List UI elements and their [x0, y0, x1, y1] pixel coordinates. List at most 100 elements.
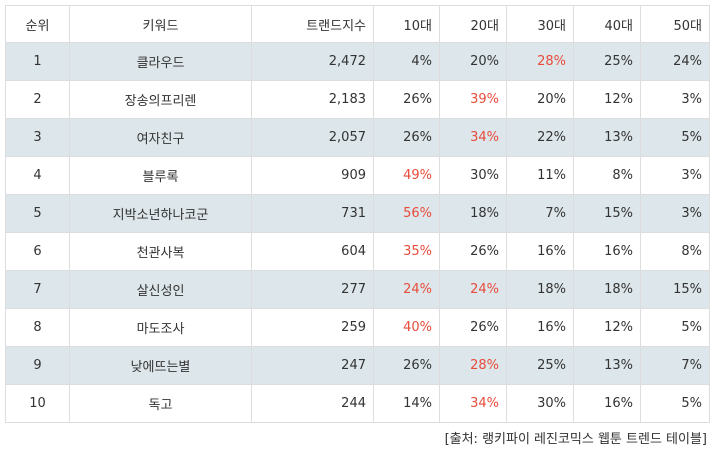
table-row: 10 독고 244 14% 34% 30% 16% 5% [5, 384, 710, 423]
age-30s-cell: 25% [506, 346, 574, 385]
table-row: 9 낮에뜨는별 247 26% 28% 25% 13% 7% [5, 346, 710, 385]
header-age-20s: 20대 [439, 5, 507, 43]
age-30s-cell: 28% [506, 42, 574, 81]
rank-cell: 9 [5, 346, 70, 385]
keyword-cell: 블루록 [69, 156, 252, 195]
age-40s-cell: 12% [573, 80, 641, 119]
trend-index-cell: 247 [251, 346, 374, 385]
age-30s-cell: 16% [506, 308, 574, 347]
age-50s-cell: 5% [640, 384, 710, 423]
keyword-cell: 클라우드 [69, 42, 252, 81]
age-40s-cell: 12% [573, 308, 641, 347]
header-age-10s: 10대 [373, 5, 440, 43]
trend-index-cell: 259 [251, 308, 374, 347]
age-20s-cell: 20% [439, 42, 507, 81]
age-50s-cell: 3% [640, 194, 710, 233]
trend-index-cell: 2,183 [251, 80, 374, 119]
age-20s-cell: 18% [439, 194, 507, 233]
rank-cell: 5 [5, 194, 70, 233]
age-20s-cell: 26% [439, 308, 507, 347]
table-row: 6 천관사복 604 35% 26% 16% 16% 8% [5, 232, 710, 271]
age-30s-cell: 11% [506, 156, 574, 195]
age-40s-cell: 18% [573, 270, 641, 309]
rank-cell: 1 [5, 42, 70, 81]
table-header-row: 순위 키워드 트랜드지수 10대 20대 30대 40대 50대 [5, 5, 710, 43]
age-10s-cell: 40% [373, 308, 440, 347]
age-20s-cell: 30% [439, 156, 507, 195]
source-caption: [출처: 랭키파이 레진코믹스 웹툰 트렌드 테이블] [444, 432, 707, 447]
age-20s-cell: 26% [439, 232, 507, 271]
rank-cell: 10 [5, 384, 70, 423]
age-50s-cell: 5% [640, 118, 710, 157]
trend-index-cell: 2,472 [251, 42, 374, 81]
age-10s-cell: 26% [373, 346, 440, 385]
rank-cell: 6 [5, 232, 70, 271]
keyword-cell: 독고 [69, 384, 252, 423]
age-20s-cell: 39% [439, 80, 507, 119]
age-20s-cell: 28% [439, 346, 507, 385]
header-keyword: 키워드 [69, 5, 252, 43]
keyword-cell: 천관사복 [69, 232, 252, 271]
table-row: 8 마도조사 259 40% 26% 16% 12% 5% [5, 308, 710, 347]
trend-index-cell: 277 [251, 270, 374, 309]
rank-cell: 4 [5, 156, 70, 195]
trend-index-cell: 244 [251, 384, 374, 423]
rank-cell: 2 [5, 80, 70, 119]
age-40s-cell: 13% [573, 118, 641, 157]
age-50s-cell: 24% [640, 42, 710, 81]
keyword-cell: 살신성인 [69, 270, 252, 309]
rank-cell: 8 [5, 308, 70, 347]
age-50s-cell: 3% [640, 156, 710, 195]
table-row: 5 지박소년하나코군 731 56% 18% 7% 15% 3% [5, 194, 710, 233]
age-40s-cell: 16% [573, 232, 641, 271]
header-trend-index: 트랜드지수 [251, 5, 374, 43]
keyword-cell: 마도조사 [69, 308, 252, 347]
header-age-30s: 30대 [506, 5, 574, 43]
age-10s-cell: 26% [373, 80, 440, 119]
trend-index-cell: 731 [251, 194, 374, 233]
keyword-cell: 지박소년하나코군 [69, 194, 252, 233]
trend-table: 순위 키워드 트랜드지수 10대 20대 30대 40대 50대 1 클라우드 2,… [5, 5, 710, 423]
age-10s-cell: 26% [373, 118, 440, 157]
age-50s-cell: 3% [640, 80, 710, 119]
age-10s-cell: 4% [373, 42, 440, 81]
age-20s-cell: 34% [439, 118, 507, 157]
age-30s-cell: 7% [506, 194, 574, 233]
header-rank: 순위 [5, 5, 70, 43]
age-50s-cell: 15% [640, 270, 710, 309]
age-10s-cell: 56% [373, 194, 440, 233]
age-40s-cell: 25% [573, 42, 641, 81]
header-age-50s: 50대 [640, 5, 710, 43]
age-50s-cell: 8% [640, 232, 710, 271]
age-30s-cell: 20% [506, 80, 574, 119]
age-50s-cell: 7% [640, 346, 710, 385]
age-40s-cell: 15% [573, 194, 641, 233]
age-10s-cell: 49% [373, 156, 440, 195]
age-40s-cell: 16% [573, 384, 641, 423]
rank-cell: 7 [5, 270, 70, 309]
age-10s-cell: 24% [373, 270, 440, 309]
table-row: 7 살신성인 277 24% 24% 18% 18% 15% [5, 270, 710, 309]
table-row: 2 장송의프리렌 2,183 26% 39% 20% 12% 3% [5, 80, 710, 119]
rank-cell: 3 [5, 118, 70, 157]
keyword-cell: 장송의프리렌 [69, 80, 252, 119]
age-10s-cell: 14% [373, 384, 440, 423]
age-50s-cell: 5% [640, 308, 710, 347]
trend-index-cell: 909 [251, 156, 374, 195]
table-row: 3 여자친구 2,057 26% 34% 22% 13% 5% [5, 118, 710, 157]
trend-index-cell: 2,057 [251, 118, 374, 157]
age-30s-cell: 16% [506, 232, 574, 271]
age-20s-cell: 24% [439, 270, 507, 309]
keyword-cell: 낮에뜨는별 [69, 346, 252, 385]
trend-index-cell: 604 [251, 232, 374, 271]
age-30s-cell: 18% [506, 270, 574, 309]
keyword-cell: 여자친구 [69, 118, 252, 157]
age-10s-cell: 35% [373, 232, 440, 271]
age-40s-cell: 13% [573, 346, 641, 385]
header-age-40s: 40대 [573, 5, 641, 43]
table-row: 4 블루록 909 49% 30% 11% 8% 3% [5, 156, 710, 195]
age-30s-cell: 22% [506, 118, 574, 157]
age-20s-cell: 34% [439, 384, 507, 423]
age-30s-cell: 30% [506, 384, 574, 423]
table-row: 1 클라우드 2,472 4% 20% 28% 25% 24% [5, 42, 710, 81]
